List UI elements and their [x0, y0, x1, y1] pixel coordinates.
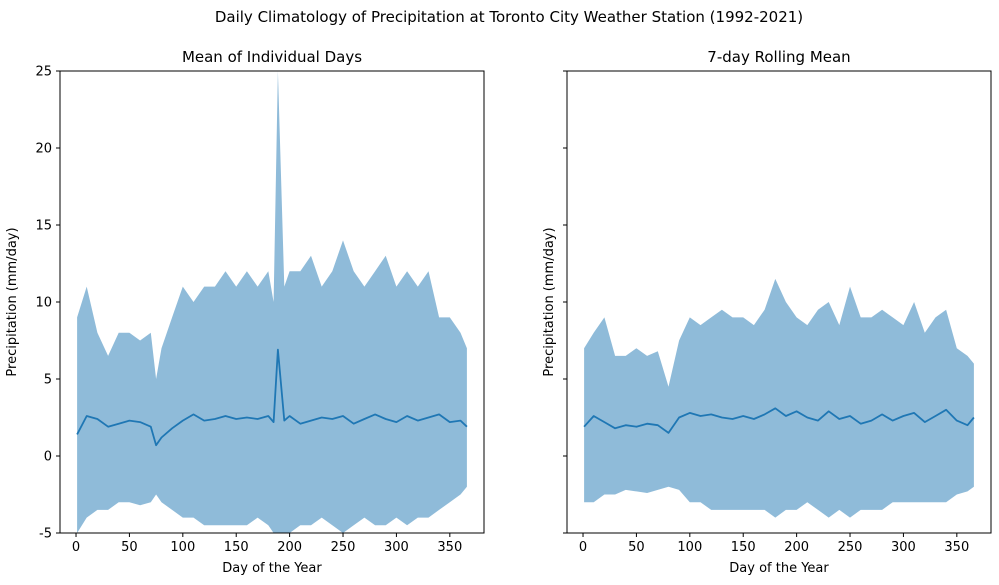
mean-line [76, 348, 468, 447]
x-tick-label: 200 [277, 540, 302, 555]
x-tick-label: 0 [579, 540, 587, 555]
mean-line-layer [76, 348, 468, 447]
x-tick-label: 150 [224, 540, 249, 555]
y-tick-label: 0 [44, 450, 52, 465]
figure-suptitle: Daily Climatology of Precipitation at To… [215, 8, 803, 26]
spread-band [77, 71, 467, 533]
x-tick-label: 250 [331, 540, 356, 555]
spread-band-layer [77, 71, 467, 533]
y-axis-ticks [563, 70, 567, 534]
spread-band [584, 278, 974, 518]
x-axis-label: Day of the Year [729, 561, 829, 576]
y-tick-label: 5 [44, 373, 52, 388]
y-tick-label: 15 [35, 219, 52, 234]
x-tick-label: 50 [628, 540, 645, 555]
y-axis-label: Precipitation (mm/day) [5, 227, 20, 376]
x-tick-label: 250 [838, 540, 863, 555]
y-tick-label: 25 [35, 65, 52, 80]
x-tick-label: 350 [944, 540, 969, 555]
x-axis-label: Day of the Year [222, 561, 322, 576]
x-tick-label: 100 [170, 540, 195, 555]
y-tick-label: 10 [35, 296, 52, 311]
subplot-title: Mean of Individual Days [182, 48, 362, 66]
y-tick-label: 20 [35, 142, 52, 157]
y-axis-label: Precipitation (mm/day) [542, 227, 557, 376]
mean-line [583, 407, 975, 434]
x-tick-label: 100 [677, 540, 702, 555]
x-tick-label: 50 [121, 540, 138, 555]
x-tick-label: 350 [437, 540, 462, 555]
x-axis-ticks: 0 50 100 150 200 250 300 350 [579, 533, 969, 555]
x-axis-ticks: 0 50 100 150 200 250 300 350 [72, 533, 462, 555]
x-tick-label: 150 [731, 540, 756, 555]
y-axis-ticks: -5 0 5 10 15 20 25 [35, 65, 60, 542]
subplot-mean-of-individual-days: 0 50 100 150 200 250 300 350 -5 0 5 10 15 20 25 Mean … [5, 48, 485, 576]
x-tick-label: 300 [384, 540, 409, 555]
x-tick-label: 300 [891, 540, 916, 555]
subplot-7-day-rolling-mean: 0 50 100 150 200 250 300 350 7-day Rolling Mean… [542, 48, 992, 576]
spread-band-layer [584, 278, 974, 518]
x-tick-label: 0 [72, 540, 80, 555]
mean-line-layer [583, 407, 975, 434]
x-tick-label: 200 [784, 540, 809, 555]
y-tick-label: -5 [39, 527, 52, 542]
subplot-title: 7-day Rolling Mean [707, 48, 850, 66]
